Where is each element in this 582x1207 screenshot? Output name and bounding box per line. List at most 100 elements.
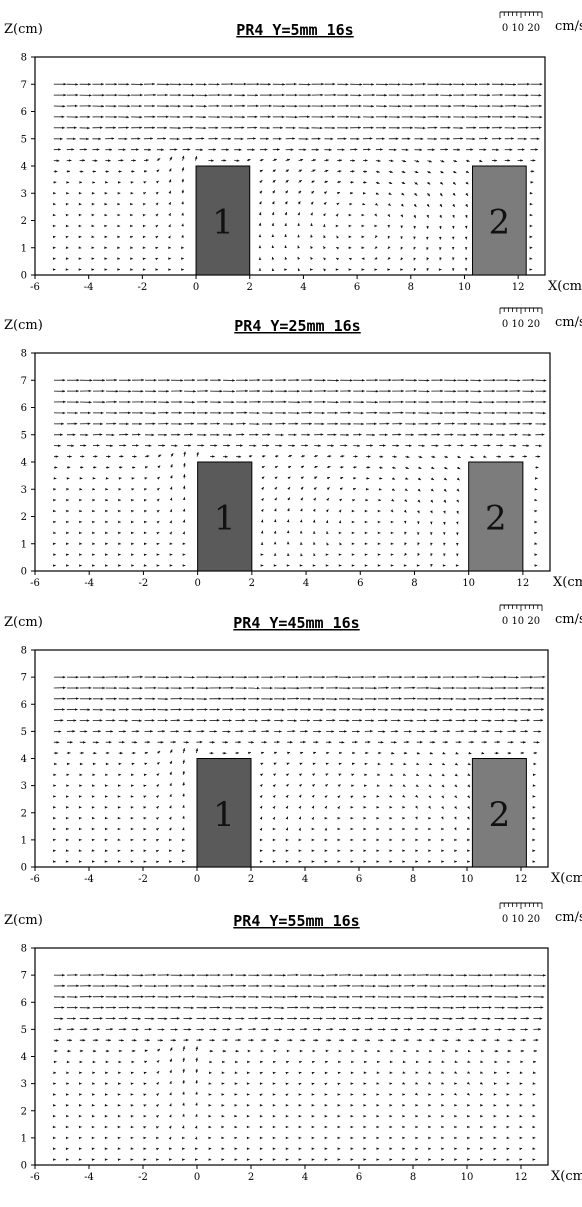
vector-arrowhead	[208, 1093, 212, 1096]
vector-arrowhead	[62, 126, 65, 130]
vector-arrowhead	[529, 422, 532, 426]
vector-arrowhead	[493, 1158, 497, 1161]
vector-arrowhead	[303, 740, 306, 744]
vector-arrowhead	[155, 1115, 159, 1118]
vector-arrowhead	[173, 1039, 176, 1042]
vector-arrowhead	[338, 762, 342, 766]
vector-arrowhead	[415, 805, 418, 809]
vector-arrowhead	[387, 246, 391, 249]
vector-arrowhead	[454, 1060, 458, 1063]
vector-arrowhead	[441, 1125, 444, 1129]
vector-arrowhead	[71, 148, 75, 151]
vector-arrowhead	[93, 751, 97, 755]
vector-arrowhead	[311, 1158, 315, 1161]
vector-arrowhead	[377, 509, 381, 513]
vector-arrowhead	[350, 1125, 354, 1129]
vector-arrowhead	[152, 995, 156, 998]
vector-arrowhead	[193, 411, 196, 415]
vector-arrowhead	[302, 1039, 306, 1042]
vector-arrowhead	[131, 509, 134, 513]
vector-arrowhead	[534, 1049, 537, 1053]
vector-arrowhead	[236, 159, 240, 162]
vector-arrowhead	[388, 378, 392, 382]
vector-arrowhead	[131, 553, 134, 556]
vector-arrowhead	[310, 212, 313, 216]
vector-arrowhead	[118, 1071, 121, 1075]
vector-arrowhead	[364, 784, 367, 787]
vector-arrowhead	[188, 730, 192, 733]
vector-arrowhead	[438, 422, 441, 425]
vector-arrowhead	[403, 564, 407, 567]
vector-arrowhead	[271, 223, 275, 226]
vector-arrowhead	[415, 827, 418, 831]
vector-arrowhead	[487, 126, 490, 130]
vector-arrowhead	[529, 213, 533, 217]
vector-arrowhead	[104, 235, 108, 239]
vector-arrowhead	[79, 1082, 82, 1085]
vector-arrowhead	[154, 400, 157, 404]
vector-arrowhead	[105, 553, 108, 556]
vector-arrowhead	[339, 487, 343, 491]
vector-arrowhead	[208, 1082, 212, 1085]
vector-arrowhead	[513, 83, 516, 86]
vector-arrowhead	[471, 740, 474, 744]
vector-arrowhead	[285, 1071, 289, 1075]
vector-arrowhead	[106, 466, 110, 469]
vector-arrowhead	[126, 422, 129, 426]
vector-arrowhead	[452, 675, 455, 679]
vector-arrowhead	[375, 400, 378, 404]
vector-arrowhead	[450, 708, 453, 711]
vector-arrowhead	[98, 730, 101, 733]
vector-arrowhead	[104, 1125, 108, 1129]
vector-arrowhead	[526, 1017, 530, 1020]
vector-arrowhead	[78, 795, 82, 798]
vector-arrowhead	[480, 1104, 483, 1107]
x-tick-label: -6	[30, 578, 40, 589]
vector-arrowhead	[461, 729, 464, 733]
vector-arrowhead	[230, 708, 233, 711]
vector-arrowhead	[231, 400, 235, 404]
y-tick-label: 8	[21, 349, 27, 360]
vector-arrowhead	[243, 995, 247, 999]
vector-arrowhead	[310, 257, 313, 260]
vector-arrowhead	[438, 675, 441, 679]
vector-arrowhead	[259, 827, 262, 831]
x-tick-label: 8	[411, 578, 417, 589]
x-tick-label: -2	[138, 874, 148, 885]
vector-arrowhead	[286, 564, 290, 567]
x-tick-label: -6	[30, 874, 40, 885]
vector-arrowhead	[335, 411, 338, 415]
vector-arrowhead	[430, 510, 433, 514]
vector-arrowhead	[193, 390, 196, 393]
vector-arrowhead	[309, 675, 313, 679]
vector-arrowhead	[470, 455, 474, 459]
vector-arrowhead	[426, 247, 429, 250]
vector-arrowhead	[338, 564, 342, 567]
vector-arrowhead	[359, 719, 362, 722]
vector-arrowhead	[242, 719, 245, 722]
vector-arrowhead	[385, 1017, 388, 1020]
vector-arrowhead	[454, 849, 457, 852]
vector-arrowhead	[140, 93, 143, 97]
vector-arrowhead	[113, 126, 116, 129]
vector-arrowhead	[366, 477, 370, 480]
vector-arrowhead	[194, 1136, 198, 1140]
vector-arrowhead	[106, 751, 110, 755]
vector-arrowhead	[283, 697, 286, 701]
vector-arrowhead	[117, 268, 120, 271]
vector-arrowhead	[91, 235, 95, 238]
vector-arrowhead	[264, 148, 268, 151]
vector-arrowhead	[53, 795, 56, 798]
vector-arrowhead	[390, 1049, 394, 1053]
vector-arrowhead	[404, 552, 408, 556]
vector-arrowhead	[338, 520, 342, 524]
vector-arrowhead	[413, 267, 417, 271]
vector-arrowhead	[271, 245, 275, 249]
vector-arrowhead	[324, 795, 328, 799]
vector-arrowhead	[454, 860, 457, 863]
vector-arrowhead	[532, 1071, 536, 1074]
vector-arrowhead	[364, 762, 368, 766]
vector-arrowhead	[398, 104, 401, 108]
vector-arrowhead	[409, 444, 412, 447]
vector-arrowhead	[358, 104, 362, 108]
